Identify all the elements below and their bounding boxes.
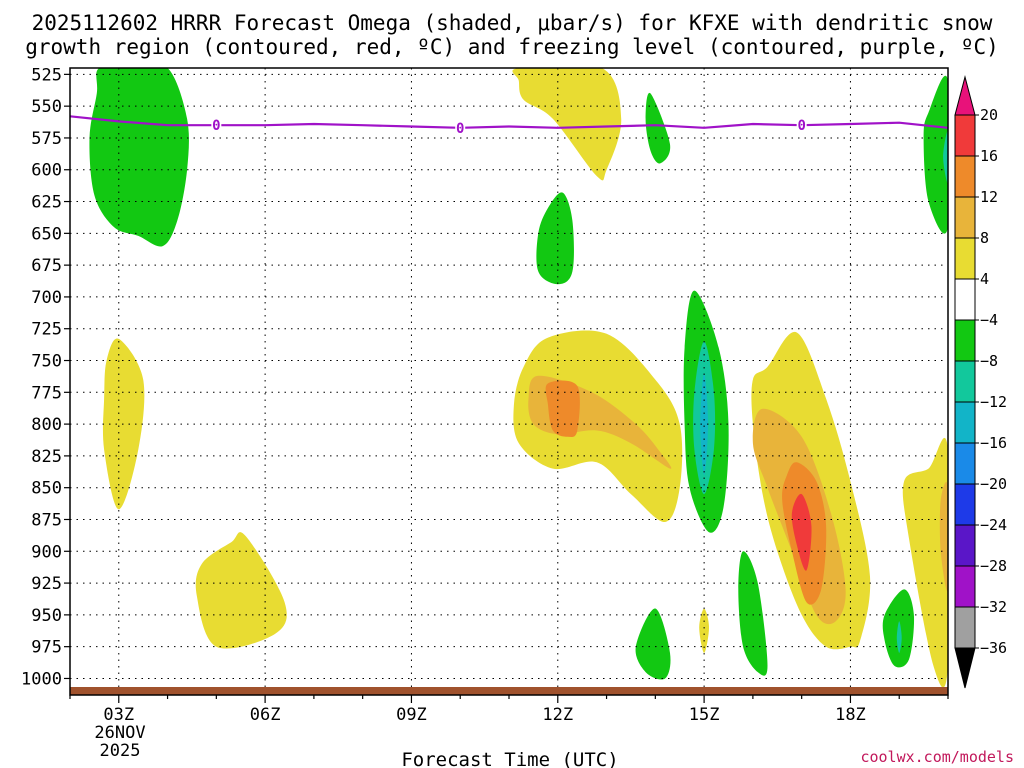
colorbar-cell	[954, 319, 976, 362]
colorbar-tick-label: −28	[980, 557, 1007, 575]
omega-region-green-20Z-upper	[923, 75, 948, 234]
colorbar-cell	[954, 565, 976, 608]
y-tick-label: 650	[31, 224, 62, 244]
omega-region-red-17Z	[791, 493, 812, 571]
omega-region-yellow-05Z-low	[195, 532, 287, 649]
chart-title-line-1: 2025112602 HRRR Forecast Omega (shaded, …	[32, 11, 993, 35]
colorbar-tick-label: −32	[980, 598, 1007, 616]
x-tick-label: 18Z	[835, 705, 866, 725]
colorbar-tick-label: 12	[980, 188, 998, 206]
omega-region-orange-20Z-edge	[939, 481, 948, 592]
x-tick-label: 15Z	[689, 705, 720, 725]
omega-region-green-12Z	[536, 192, 574, 285]
x-tick-label: 06Z	[250, 705, 281, 725]
omega-region-teal-20Z-upper	[943, 131, 948, 183]
y-tick-label: 550	[31, 97, 62, 117]
colorbar-tick-label: −12	[980, 393, 1007, 411]
colorbar-tick-label: 16	[980, 147, 998, 165]
colorbar-cell	[954, 360, 976, 403]
freezing-level-label-bg	[796, 117, 807, 134]
y-tick-label: 675	[31, 256, 62, 276]
colorbar-cell	[954, 401, 976, 444]
colorbar: 20 16 12 8 4 −4 −8 −12 −16 −20 −24 −28 −32 −36	[954, 75, 1007, 689]
y-axis: 525 550 575 600 625 650 675 700 725 750 775 800 825 8…	[21, 65, 70, 689]
colorbar-tick-label: 4	[980, 270, 989, 288]
omega-region-yellow-03Z-mid	[102, 338, 145, 510]
omega-region-green-16Z-low	[738, 551, 768, 676]
y-tick-label: 525	[31, 65, 62, 85]
y-tick-label: 800	[31, 415, 62, 435]
y-tick-label: 825	[31, 447, 62, 467]
chart-title-line-2: growth region (contoured, red, ºC) and f…	[25, 35, 999, 59]
colorbar-tick-label: 8	[980, 229, 989, 247]
colorbar-bottom-arrow	[954, 647, 976, 689]
colorbar-cell	[954, 524, 976, 567]
y-tick-label: 625	[31, 193, 62, 213]
colorbar-tick-label: −24	[980, 516, 1007, 534]
credit-text: coolwx.com/models	[860, 748, 1014, 766]
x-axis: 03Z 06Z 09Z 12Z 15Z 18Z	[69, 695, 949, 725]
colorbar-cell	[954, 606, 976, 649]
y-tick-label: 1000	[21, 669, 62, 689]
freezing-level-label: 0	[212, 118, 220, 134]
omega-region-green-14Z-low	[635, 608, 671, 680]
colorbar-cell	[954, 155, 976, 198]
terrain-strip	[70, 687, 948, 695]
y-tick-label: 725	[31, 320, 62, 340]
colorbar-cell	[954, 196, 976, 239]
y-tick-label: 600	[31, 161, 62, 181]
colorbar-tick-label: −4	[980, 311, 998, 329]
omega-shaded-regions	[89, 68, 948, 688]
x-date-day: 26NOV	[94, 723, 145, 743]
omega-region-yellow-20Z-edge	[902, 438, 948, 688]
colorbar-cell	[954, 237, 976, 280]
freezing-level-label: 0	[797, 118, 805, 134]
y-tick-label: 900	[31, 542, 62, 562]
colorbar-cell	[954, 278, 976, 321]
colorbar-cell	[954, 114, 976, 157]
y-tick-label: 750	[31, 352, 62, 372]
omega-region-teal-19Z-low	[896, 621, 902, 653]
colorbar-cell	[954, 483, 976, 526]
freezing-level-contour: 0 0 0	[70, 115, 948, 137]
omega-region-cyan-15Z	[700, 373, 708, 475]
colorbar-tick-label: −36	[980, 639, 1007, 657]
y-tick-label: 925	[31, 574, 62, 594]
omega-region-yellow-15Z-low	[699, 608, 709, 653]
colorbar-top-arrow	[954, 75, 976, 116]
grid-lines	[70, 68, 948, 695]
freezing-level-label: 0	[456, 121, 464, 137]
y-tick-label: 700	[31, 288, 62, 308]
y-tick-label: 575	[31, 129, 62, 149]
colorbar-tick-label: 20	[980, 106, 998, 124]
colorbar-tick-label: −20	[980, 475, 1007, 493]
y-tick-label: 875	[31, 510, 62, 530]
colorbar-cell	[954, 442, 976, 485]
y-tick-label: 975	[31, 638, 62, 658]
y-tick-label: 775	[31, 383, 62, 403]
y-tick-label: 850	[31, 479, 62, 499]
omega-region-green-03-04Z-upper	[89, 68, 189, 247]
x-tick-label: 12Z	[542, 705, 573, 725]
omega-region-dark-orange-12Z	[545, 380, 580, 438]
colorbar-tick-label: −16	[980, 434, 1007, 452]
y-tick-label: 950	[31, 606, 62, 626]
x-date-year: 2025	[100, 741, 141, 761]
plot-area: 0 0 0	[69, 67, 949, 696]
omega-region-green-14Z-upper	[645, 92, 671, 164]
freezing-level-label-bg	[211, 117, 222, 134]
x-axis-label: Forecast Time (UTC)	[401, 749, 618, 768]
x-tick-label: 09Z	[396, 705, 427, 725]
colorbar-tick-label: −8	[980, 352, 998, 370]
omega-region-yellow-12Z-upper	[512, 68, 622, 181]
x-tick-label: 03Z	[103, 705, 134, 725]
freezing-level-label-bg	[455, 119, 466, 136]
